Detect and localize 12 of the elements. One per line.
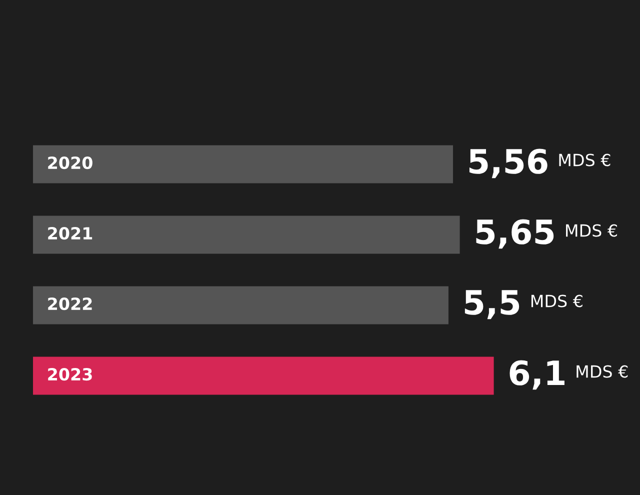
bar [33,145,454,184]
data-label: 6,1 MDS € [510,360,628,390]
y-tick-label: 2020 [48,156,92,170]
bar [33,356,494,395]
y-tick-label: 2023 [48,368,92,381]
bar [33,216,460,254]
y-tick-label: 2022 [48,297,92,310]
y-tick-label: 2021 [48,226,92,240]
data-label: 5,5 MDS € [464,290,582,320]
data-label: 5,56 MDS € [469,148,610,178]
bar [33,286,448,324]
data-label: 5,65 MDS € [476,219,617,249]
